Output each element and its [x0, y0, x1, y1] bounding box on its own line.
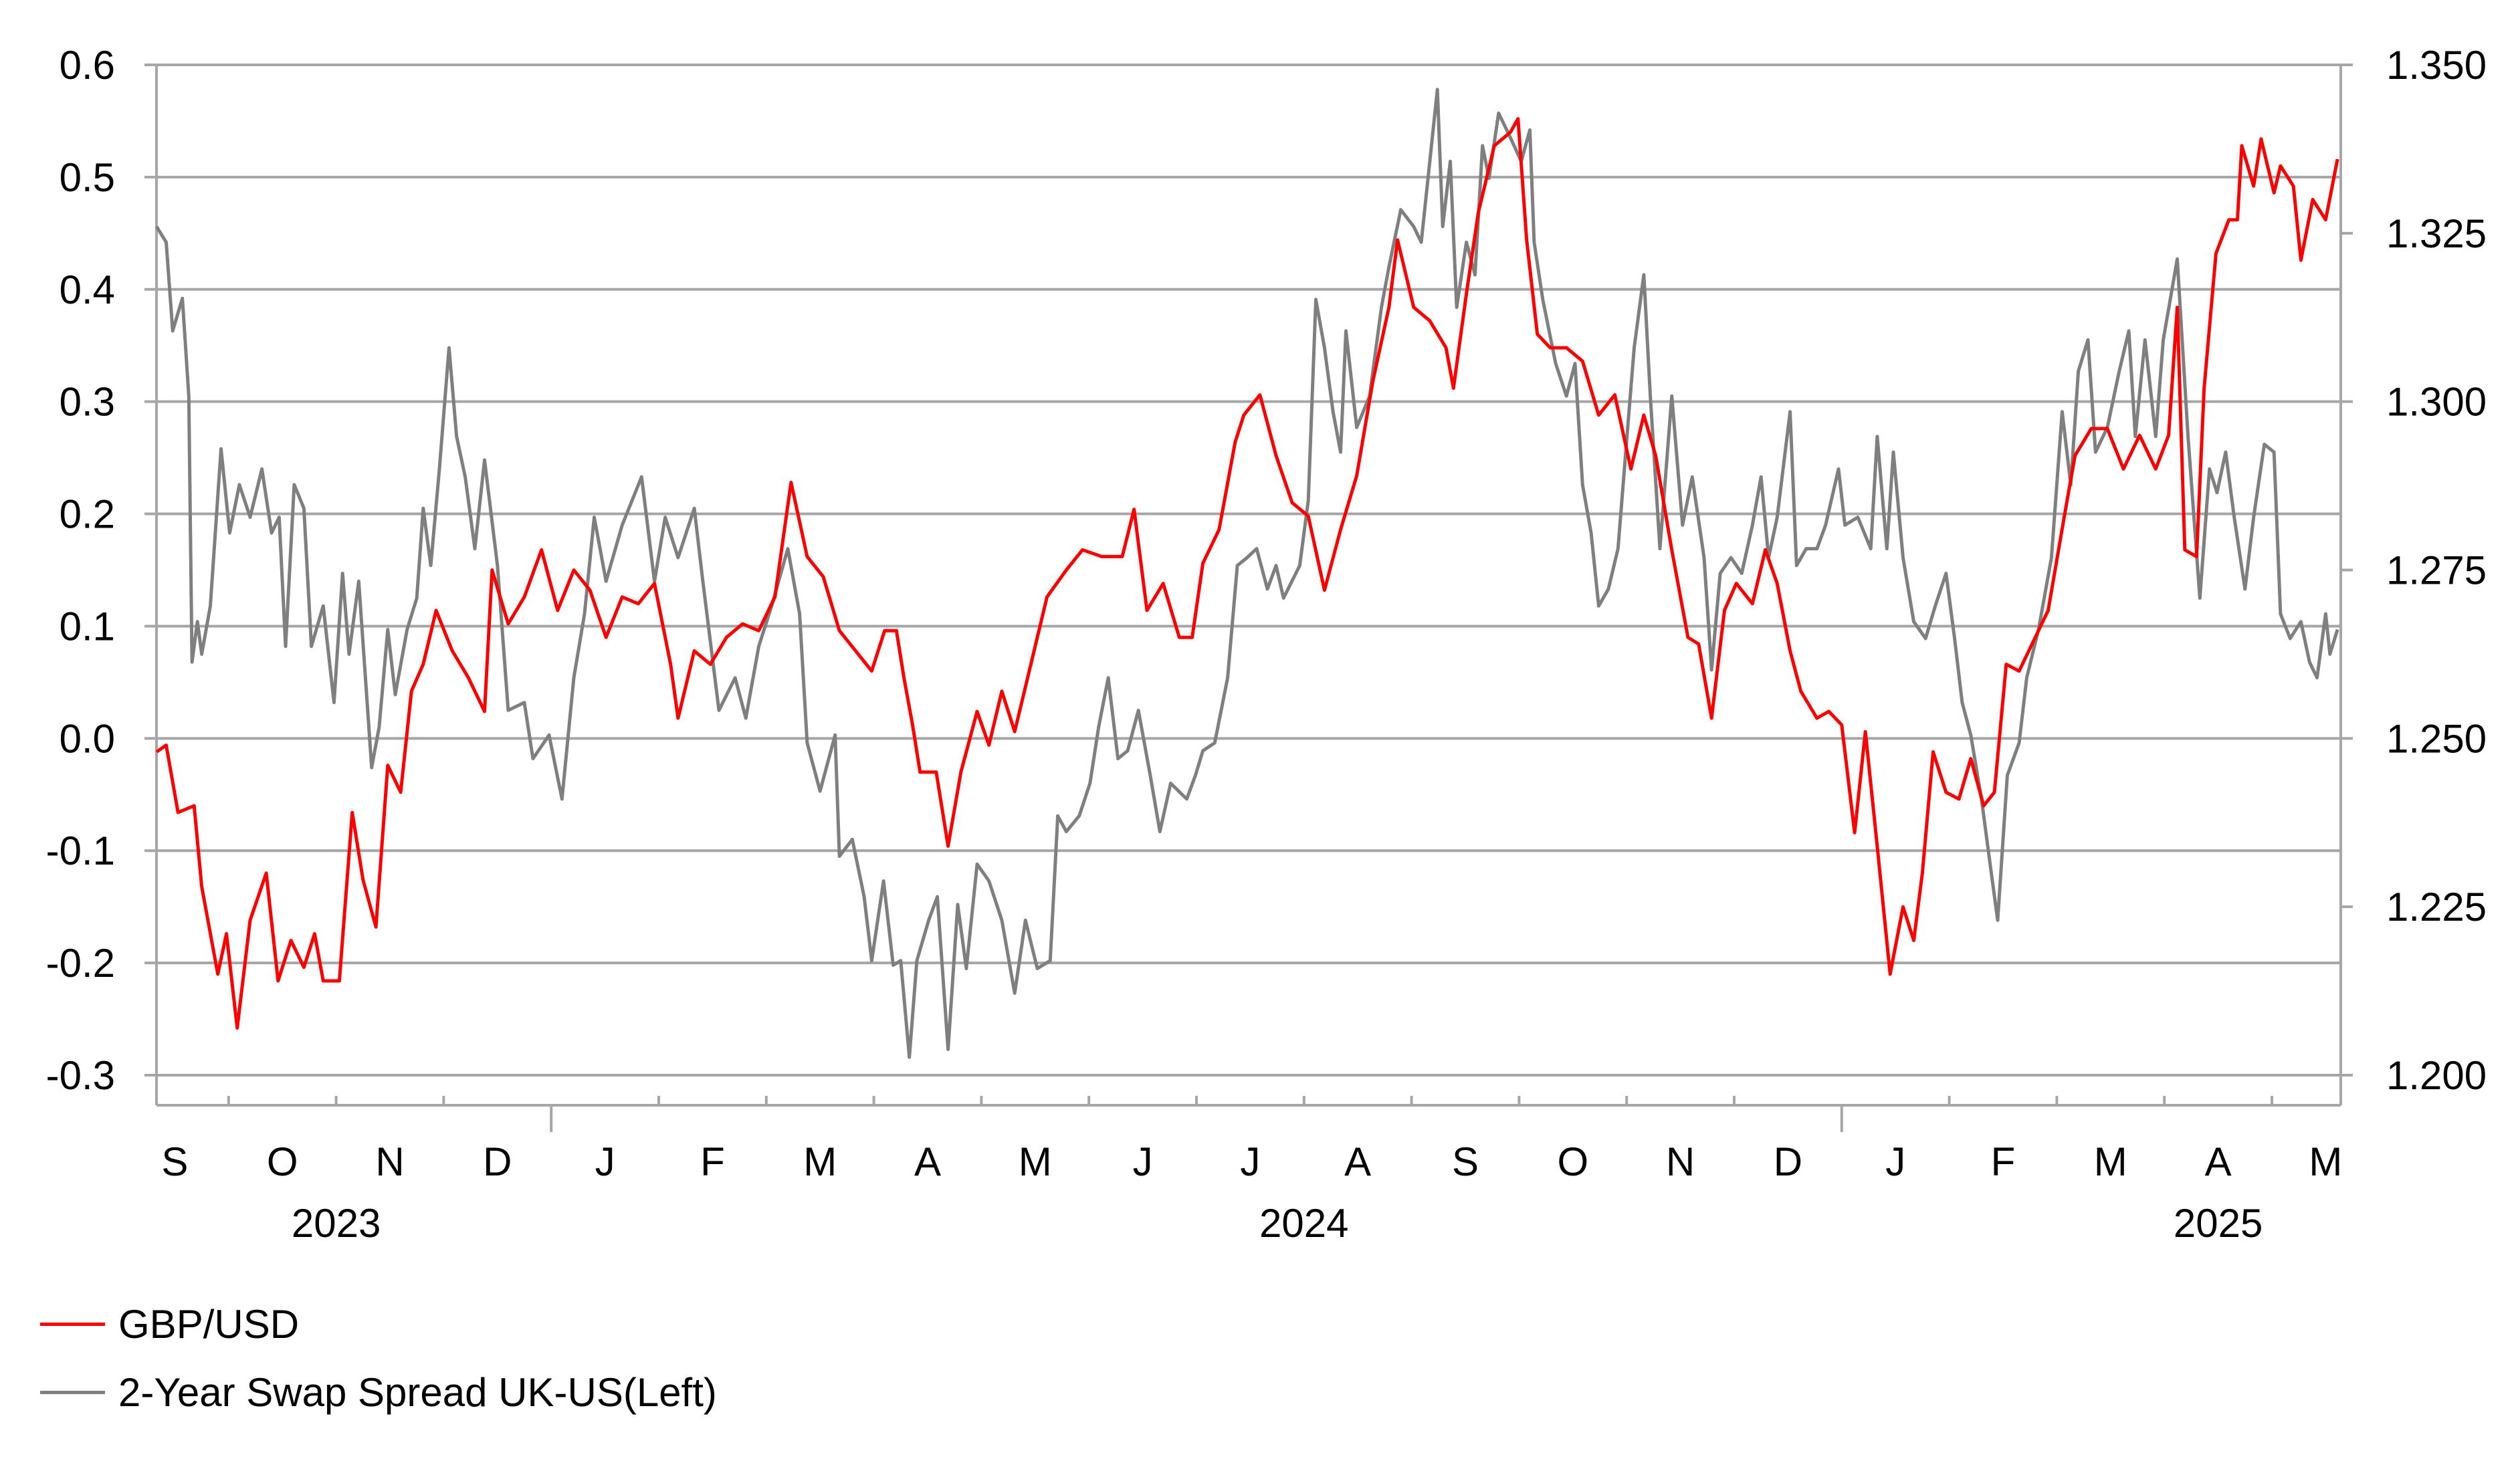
month-label: M [1019, 1139, 1052, 1184]
legend-swatch-gbpusd [40, 1323, 105, 1326]
left-tick-label: -0.3 [46, 1053, 115, 1098]
right-tick-label: 1.350 [2386, 43, 2487, 88]
year-label: 2023 [292, 1201, 381, 1246]
legend-item-gbpusd: GBP/USD [40, 1301, 299, 1347]
left-tick-label: 0.4 [60, 267, 115, 312]
right-tick-label: 1.300 [2386, 380, 2487, 425]
left-tick-label: -0.2 [46, 941, 115, 986]
year-label: 2025 [2174, 1201, 2263, 1246]
month-label: O [267, 1139, 298, 1184]
series-line-swap-spread [154, 88, 2339, 1059]
month-label: S [1452, 1139, 1479, 1184]
left-tick-label: 0.0 [60, 716, 115, 761]
month-label: M [2309, 1139, 2342, 1184]
legend-swatch-swap-spread [40, 1391, 105, 1394]
right-tick-label: 1.200 [2386, 1053, 2487, 1098]
left-tick-label: 0.2 [60, 492, 115, 537]
month-label: J [1240, 1139, 1260, 1184]
legend-item-swap-spread: 2-Year Swap Spread UK-US(Left) [40, 1369, 717, 1416]
legend-label-swap-spread: 2-Year Swap Spread UK-US(Left) [118, 1370, 717, 1415]
month-label: S [161, 1139, 188, 1184]
month-label: D [1774, 1139, 1802, 1184]
month-label: N [1666, 1139, 1695, 1184]
right-tick-label: 1.225 [2386, 885, 2487, 929]
month-label: O [1557, 1139, 1588, 1184]
left-tick-label: -0.1 [46, 828, 115, 873]
month-label: A [1344, 1139, 1371, 1184]
month-label: M [803, 1139, 837, 1184]
month-label: M [2094, 1139, 2127, 1184]
month-label: J [595, 1139, 615, 1184]
right-tick-label: 1.275 [2386, 548, 2487, 593]
left-tick-label: 0.6 [60, 43, 115, 88]
right-tick-label: 1.250 [2386, 716, 2487, 761]
right-tick-label: 1.325 [2386, 211, 2487, 256]
axes [155, 65, 2342, 1132]
month-label: J [1133, 1139, 1153, 1184]
month-label: F [700, 1139, 725, 1184]
left-tick-label: 0.1 [60, 604, 115, 649]
month-label: A [914, 1139, 941, 1184]
legend-label-gbpusd: GBP/USD [118, 1302, 300, 1347]
year-label: 2024 [1259, 1201, 1348, 1246]
month-label: D [483, 1139, 512, 1184]
left-tick-label: 0.3 [60, 380, 115, 425]
tick-labels: 0.6 0.5 0.4 0.3 0.2 0.1 0.0 -0.1 -0.2 -0.3 1.350 1.… [46, 43, 2487, 1246]
series-line-gbpusd [155, 117, 2339, 1030]
series-lines [154, 88, 2339, 1059]
gridlines [144, 64, 2353, 1077]
month-label: A [2205, 1139, 2232, 1184]
month-label: N [375, 1139, 404, 1184]
left-tick-label: 0.5 [60, 155, 115, 200]
month-label: J [1885, 1139, 1905, 1184]
month-label: F [1991, 1139, 2016, 1184]
